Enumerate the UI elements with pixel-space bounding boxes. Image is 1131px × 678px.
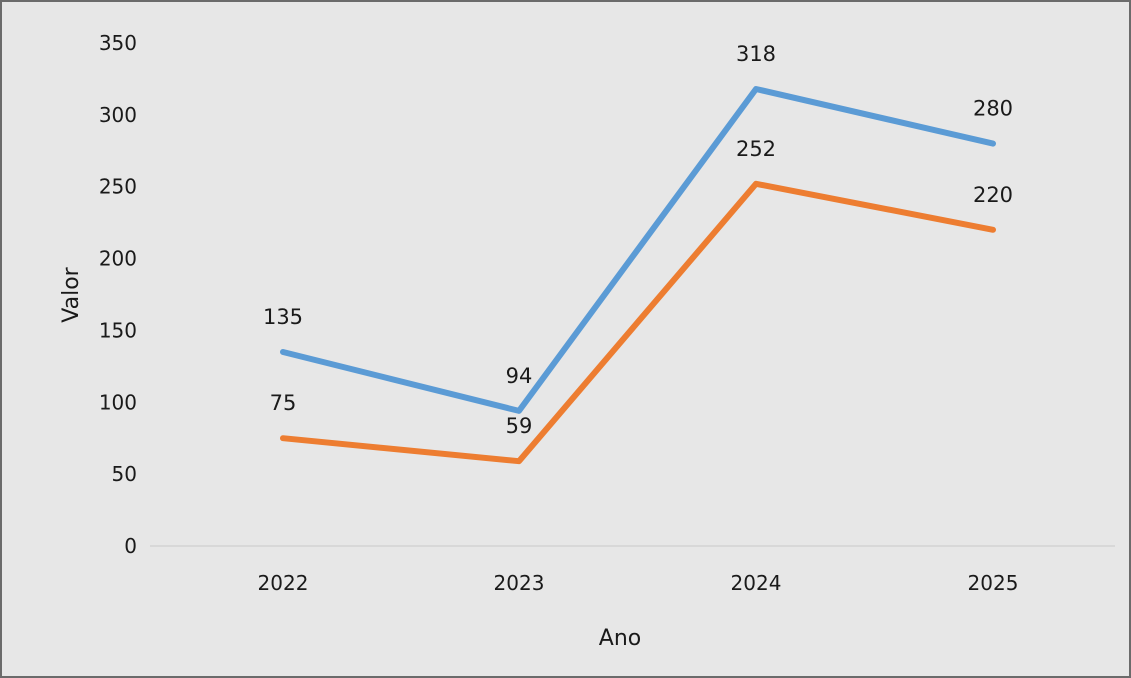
y-axis-title: Valor [59,266,84,322]
data-label: 280 [973,97,1013,121]
data-label: 75 [270,391,297,415]
data-label: 94 [506,364,533,388]
y-tick-label: 0 [124,534,137,558]
y-tick-label: 50 [112,462,137,486]
x-tick-label: 2022 [258,571,309,595]
data-label: 135 [263,305,303,329]
x-tick-label: 2024 [731,571,782,595]
y-tick-label: 250 [99,175,137,199]
x-axis-ticks: 2022 2023 2024 2025 [258,571,1019,595]
y-tick-label: 150 [99,318,137,342]
data-label: 220 [973,183,1013,207]
x-axis-title: Ano [599,626,641,651]
x-tick-label: 2025 [968,571,1019,595]
series-lines [280,86,996,465]
data-label: 252 [736,137,776,161]
y-tick-label: 350 [99,31,137,55]
y-axis-ticks: 0 50 100 150 200 250 300 350 [99,31,137,558]
data-label: 318 [736,42,776,66]
series-line-2 [280,180,996,465]
y-tick-label: 300 [99,103,137,127]
x-tick-label: 2023 [494,571,545,595]
y-tick-label: 200 [99,247,137,271]
series-line-1 [280,86,996,414]
y-tick-label: 100 [99,390,137,414]
data-labels: 135 94 318 280 75 59 252 220 [263,42,1013,438]
data-label: 59 [506,414,533,438]
